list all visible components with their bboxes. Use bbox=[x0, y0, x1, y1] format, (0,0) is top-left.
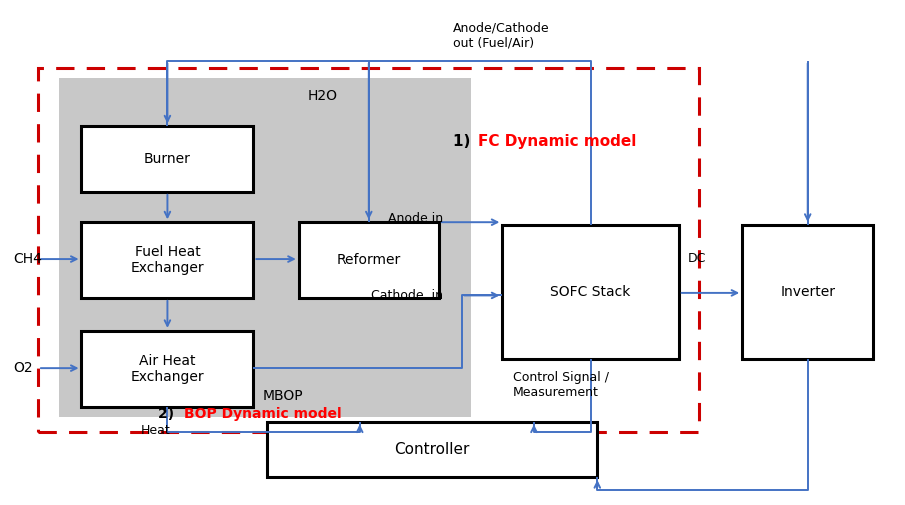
Text: Anode in: Anode in bbox=[388, 212, 443, 225]
Bar bbox=[59, 78, 471, 417]
Text: Cathode  in: Cathode in bbox=[371, 289, 443, 302]
Bar bbox=[81, 222, 253, 298]
Text: O2: O2 bbox=[14, 361, 33, 375]
Text: DC: DC bbox=[688, 252, 706, 265]
Text: CH4: CH4 bbox=[14, 252, 43, 266]
Text: Air Heat
Exchanger: Air Heat Exchanger bbox=[130, 354, 205, 384]
Bar bbox=[38, 68, 699, 432]
Bar bbox=[267, 422, 597, 477]
Text: Controller: Controller bbox=[395, 442, 470, 457]
Bar bbox=[502, 225, 679, 359]
Text: H2O: H2O bbox=[308, 89, 338, 103]
Text: Burner: Burner bbox=[144, 152, 191, 166]
Text: Inverter: Inverter bbox=[780, 285, 835, 298]
Bar bbox=[742, 225, 873, 359]
Text: 1): 1) bbox=[452, 134, 475, 149]
Bar bbox=[299, 222, 439, 298]
Bar bbox=[81, 126, 253, 192]
Text: 2): 2) bbox=[158, 407, 179, 421]
Text: BOP Dynamic model: BOP Dynamic model bbox=[184, 407, 341, 421]
Text: Heat: Heat bbox=[140, 424, 170, 437]
Text: Reformer: Reformer bbox=[337, 253, 401, 267]
Text: Anode/Cathode
out (Fuel/Air): Anode/Cathode out (Fuel/Air) bbox=[452, 21, 549, 49]
Text: SOFC Stack: SOFC Stack bbox=[550, 285, 631, 298]
Bar bbox=[81, 331, 253, 407]
Text: Fuel Heat
Exchanger: Fuel Heat Exchanger bbox=[130, 245, 205, 275]
Text: Control Signal /
Measurement: Control Signal / Measurement bbox=[513, 371, 609, 399]
Text: FC Dynamic model: FC Dynamic model bbox=[478, 134, 636, 149]
Text: MBOP: MBOP bbox=[262, 389, 303, 403]
